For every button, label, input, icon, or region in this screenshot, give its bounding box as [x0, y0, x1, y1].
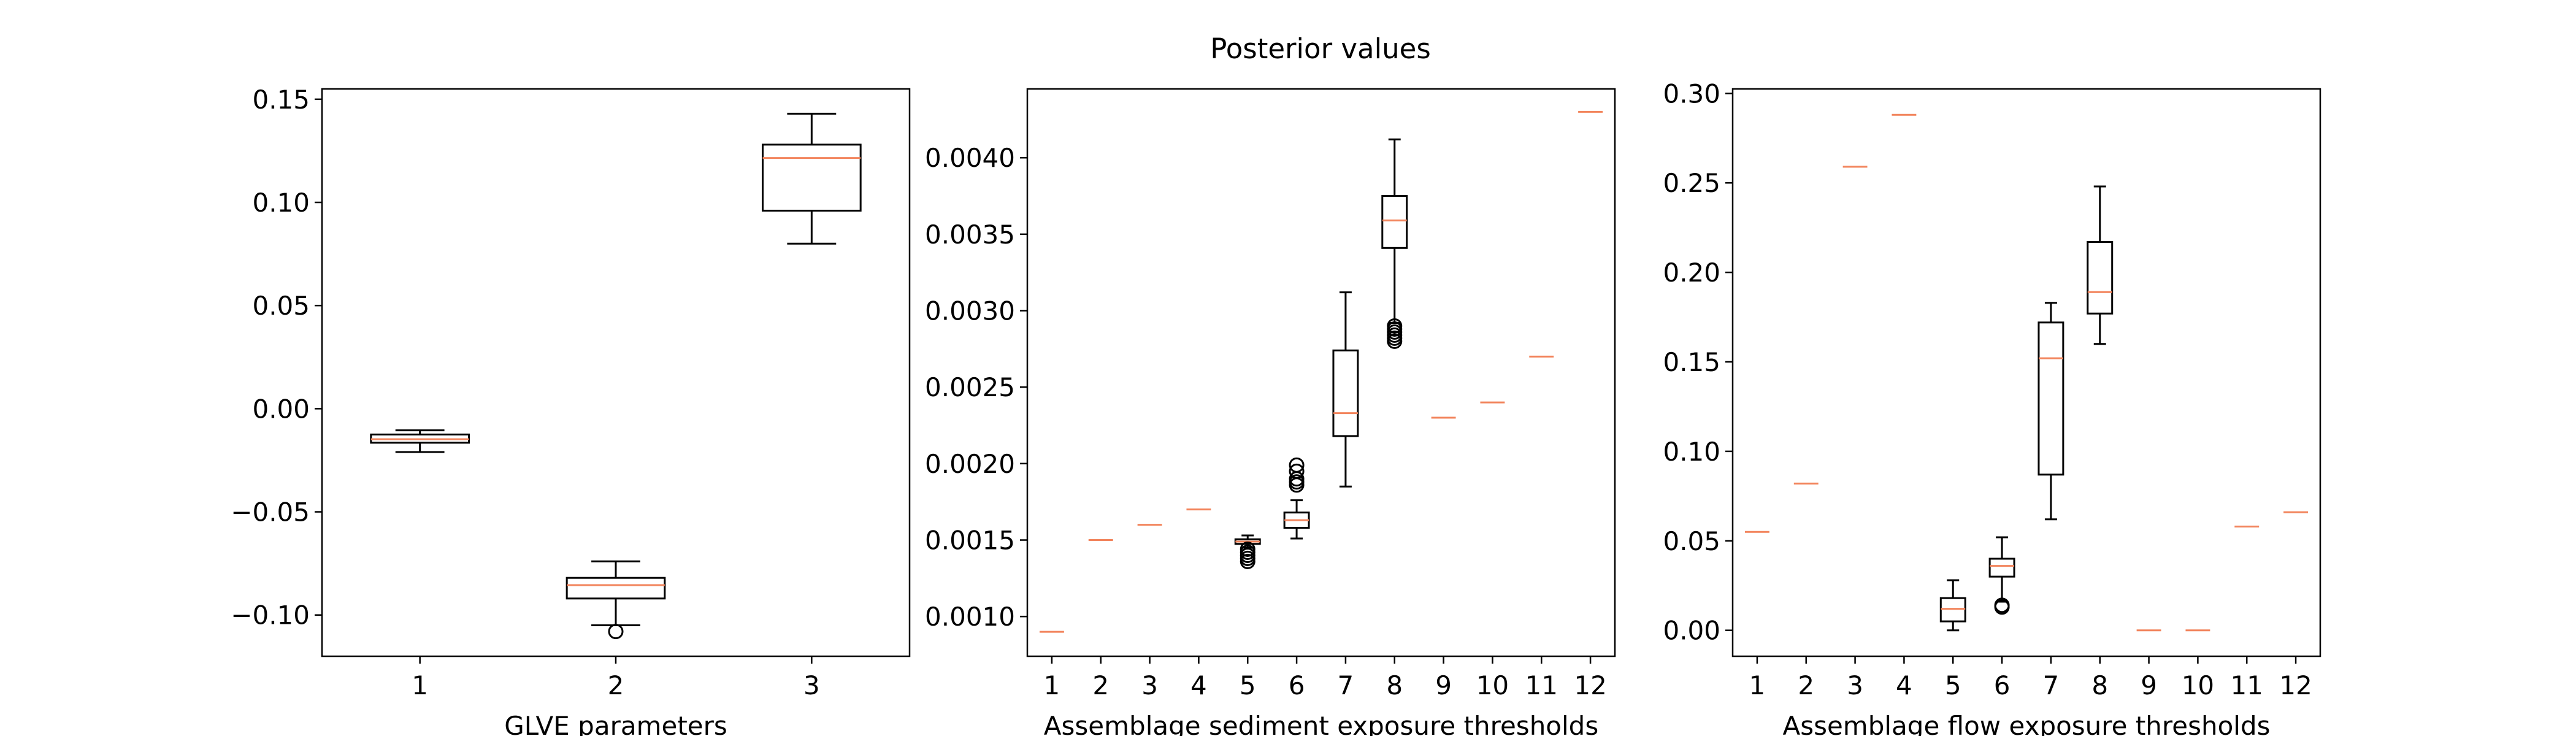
iqr-box [1332, 349, 1359, 437]
box-2 [565, 560, 666, 640]
x-tick-label: 3 [1847, 670, 1863, 700]
x-axis-label: Assemblage sediment exposure thresholds [1044, 711, 1598, 736]
iqr-box [1988, 558, 2015, 578]
x-tick-label: 6 [1289, 670, 1305, 700]
y-tick-label: 0.0025 [925, 372, 1015, 402]
x-tick-label: 3 [1141, 670, 1158, 700]
x-tick-label: 9 [2141, 670, 2157, 700]
x-tick-label: 4 [1896, 670, 1912, 700]
y-tick-label: 0.0040 [925, 143, 1015, 173]
outlier-point [1289, 463, 1305, 479]
x-tick-label: 1 [412, 670, 428, 700]
box-3 [762, 112, 862, 245]
subplot-1: −0.10 −0.05 0.00 0.05 0.10 0.15 1 2 3 GLVE parame… [231, 85, 911, 736]
y-tick-label: 0.10 [252, 188, 310, 218]
box-5 [1234, 534, 1261, 569]
x-axis-label: GLVE parameters [504, 711, 727, 736]
box-5 [1939, 579, 1966, 632]
x-tick-label: 3 [803, 670, 820, 700]
x-tick-label: 10 [1476, 670, 1509, 700]
y-tick-label: 0.00 [252, 394, 310, 424]
y-tick-label: 0.30 [1663, 79, 1720, 109]
box-6 [1988, 536, 2015, 615]
x-tick-label: 10 [2182, 670, 2214, 700]
iqr-box [762, 144, 862, 212]
y-tick-label: 0.0010 [925, 602, 1015, 632]
x-tick-label: 7 [1338, 670, 1354, 700]
figure-suptitle: Posterior values [1210, 33, 1431, 65]
x-tick-label: 2 [1092, 670, 1109, 700]
x-tick-label: 6 [1994, 670, 2011, 700]
x-tick-label: 1 [1749, 670, 1766, 700]
x-tick-label: 11 [2231, 670, 2263, 700]
y-tick-label: −0.10 [231, 600, 310, 631]
x-tick-label: 2 [608, 670, 624, 700]
y-tick-label: 0.15 [1663, 347, 1720, 377]
iqr-box [2087, 240, 2114, 315]
box-7 [2037, 302, 2064, 521]
y-tick-label: 0.15 [252, 85, 310, 115]
axes-frame [1026, 88, 1616, 657]
x-tick-label: 4 [1190, 670, 1207, 700]
x-tick-label: 12 [2279, 670, 2312, 700]
outlier-point [1994, 599, 2010, 615]
outlier-point [608, 624, 624, 640]
y-tick-label: 0.05 [1663, 526, 1720, 556]
y-tick-label: 0.20 [1663, 258, 1720, 288]
y-tick-label: 0.00 [1663, 616, 1720, 646]
y-tick-label: 0.05 [252, 291, 310, 321]
y-tick-label: 0.25 [1663, 168, 1720, 198]
axes-frame [1731, 88, 2321, 657]
x-tick-label: 11 [1525, 670, 1558, 700]
y-tick-label: −0.05 [231, 497, 310, 527]
x-tick-label: 8 [1386, 670, 1403, 700]
box-8 [1381, 138, 1408, 349]
subplot-2: 0.0010 0.0015 0.0020 0.0025 0.0030 0.0035 0.00… [925, 88, 1616, 736]
x-axis-label: Assemblage flow exposure thresholds [1782, 711, 2270, 736]
x-tick-label: 12 [1574, 670, 1606, 700]
y-tick-label: 0.0030 [925, 296, 1015, 326]
box-6 [1283, 457, 1310, 540]
iqr-box [565, 577, 666, 600]
y-tick-label: 0.0035 [925, 220, 1015, 250]
x-tick-label: 2 [1798, 670, 1814, 700]
x-tick-label: 5 [1240, 670, 1256, 700]
box-8 [2087, 185, 2114, 345]
outlier-point [1387, 333, 1403, 349]
iqr-box [2037, 321, 2064, 476]
outlier-point [1240, 553, 1255, 569]
iqr-box [1381, 195, 1408, 249]
x-tick-label: 1 [1044, 670, 1060, 700]
x-tick-label: 7 [2043, 670, 2060, 700]
box-1 [370, 429, 470, 453]
subplot-3: 0.000.050.100.150.200.250.301 2 3 4 5 6 7 8 9 10 1… [1663, 79, 2321, 736]
y-tick-label: 0.0015 [925, 526, 1015, 556]
x-tick-label: 9 [1435, 670, 1452, 700]
y-tick-label: 0.0020 [925, 449, 1015, 479]
box-7 [1332, 291, 1359, 488]
y-tick-label: 0.10 [1663, 437, 1720, 467]
outlier-point [1289, 457, 1305, 473]
x-tick-label: 8 [2091, 670, 2108, 700]
x-tick-label: 5 [1945, 670, 1961, 700]
